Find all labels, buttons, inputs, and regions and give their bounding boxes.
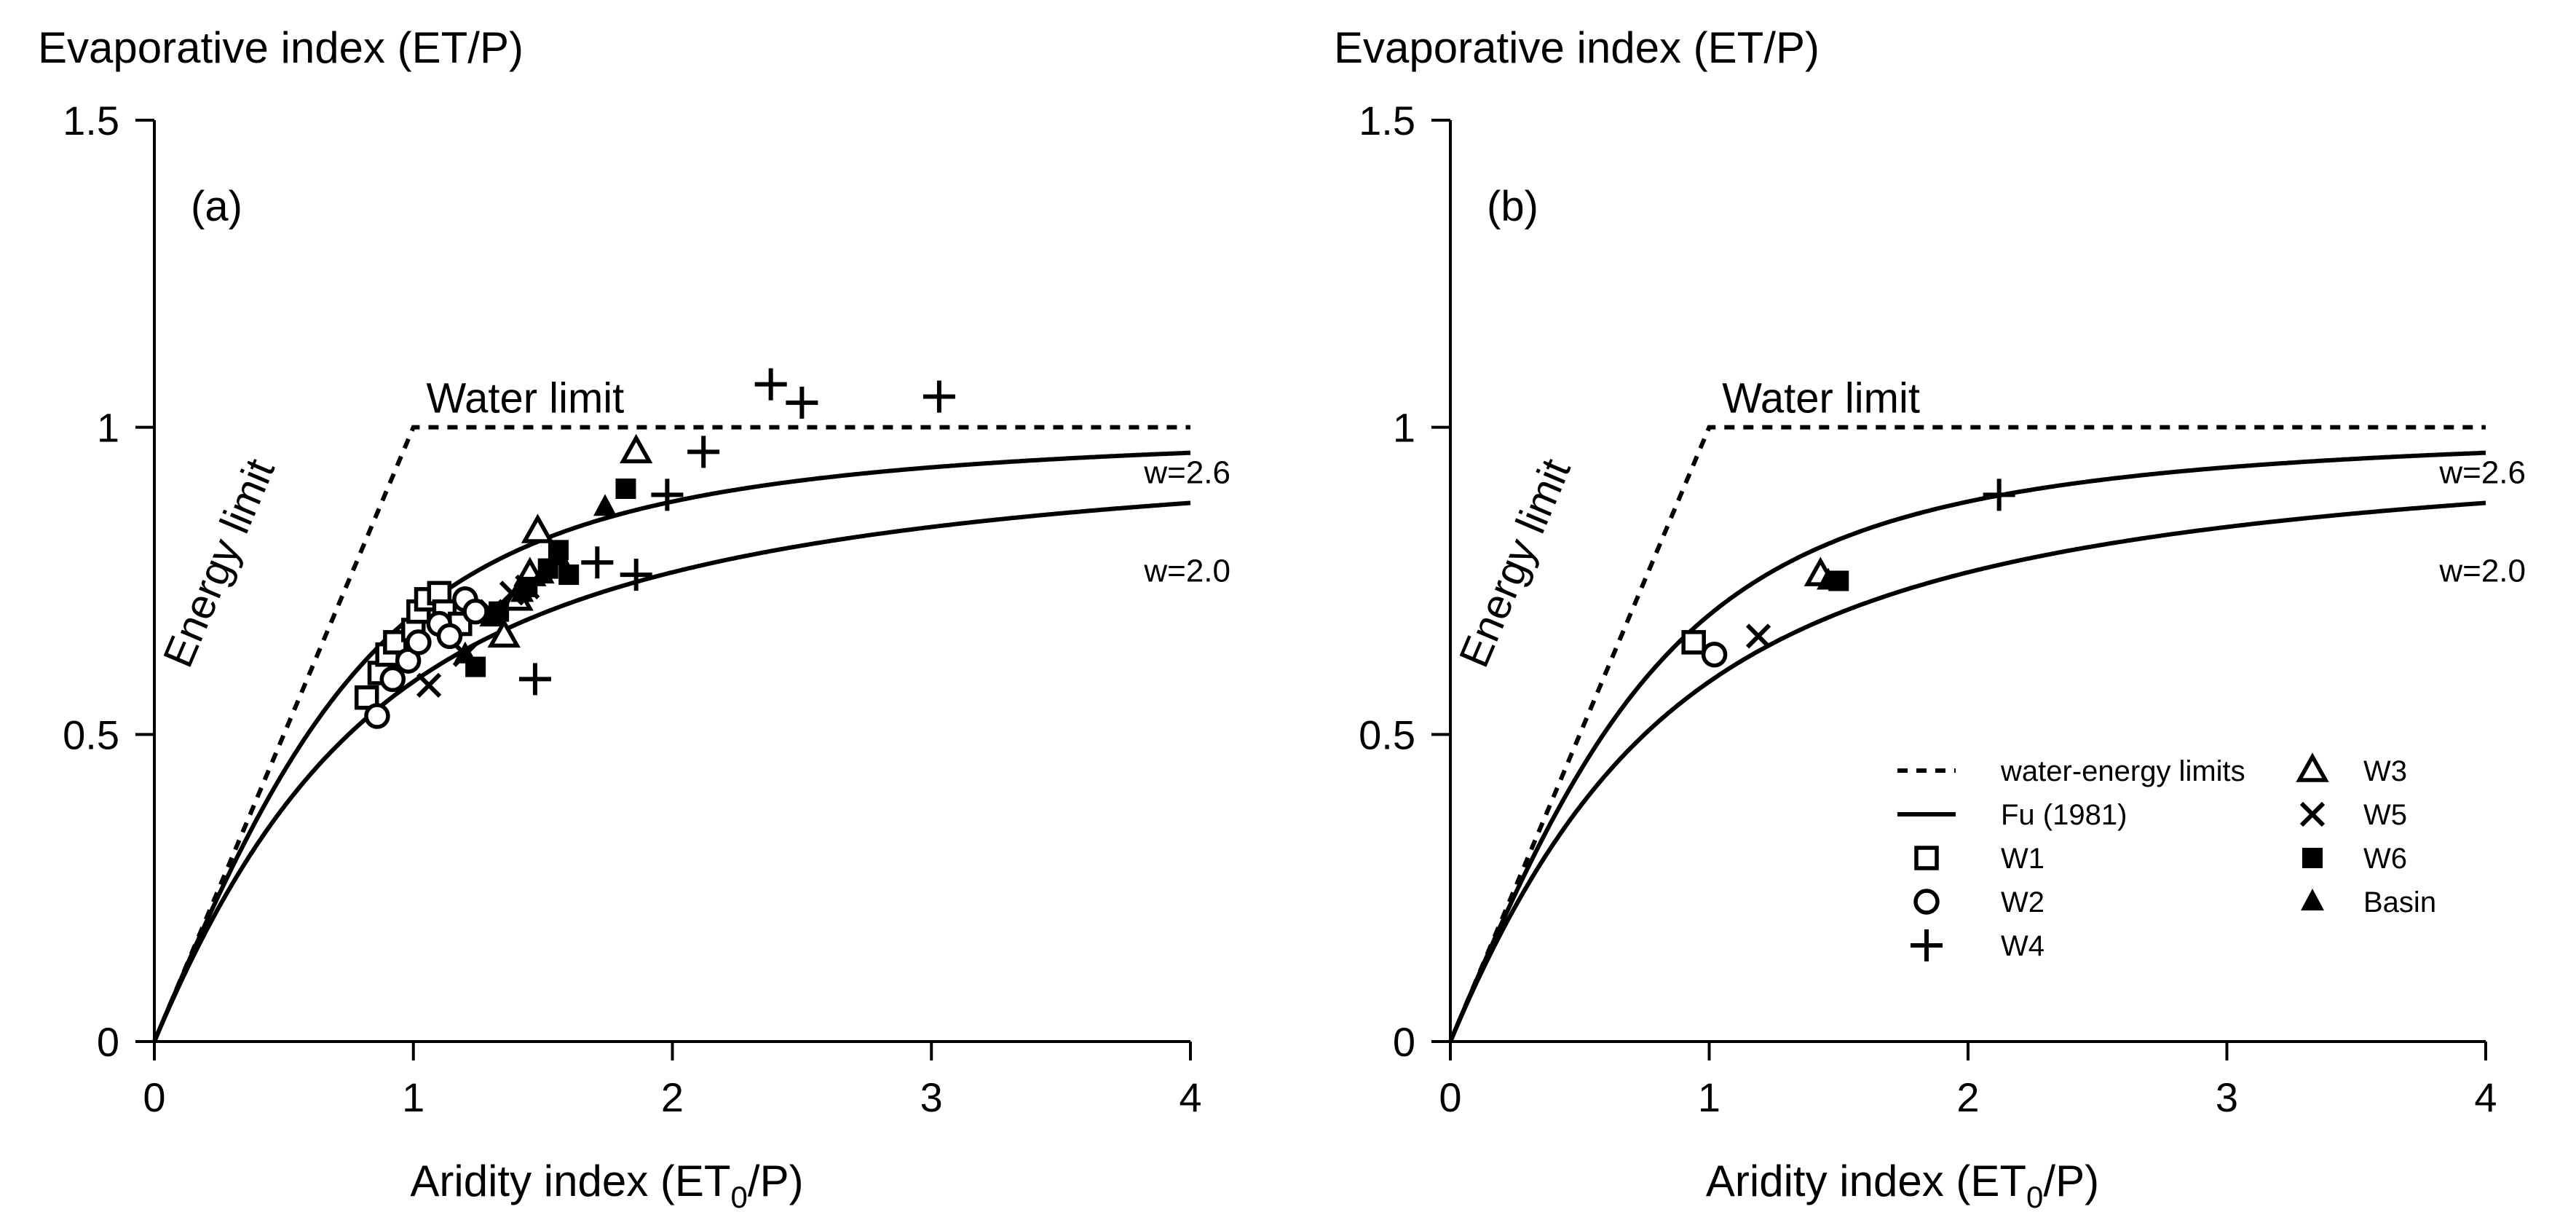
data-point-w3 — [487, 618, 521, 648]
data-point-basin — [531, 562, 555, 584]
y-tick-label: 1.5 — [1359, 98, 1415, 143]
legend-marker-w4 — [1911, 929, 1943, 961]
water-energy-limit-line — [152, 425, 1190, 1043]
legend-label: W4 — [2001, 930, 2044, 962]
data-point-basin — [510, 580, 534, 602]
y-tick-label: 0.5 — [1359, 712, 1415, 757]
legend-label: W6 — [2363, 843, 2407, 875]
data-point-w3 — [521, 513, 555, 543]
x-tick-label: 2 — [661, 1074, 684, 1120]
y-axis-title: Evaporative index (ET/P) — [1334, 23, 1820, 72]
data-point-w5 — [1745, 623, 1771, 649]
x-tick-label: 3 — [2216, 1074, 2238, 1120]
legend-label: W1 — [2001, 843, 2044, 875]
x-tick-label: 1 — [402, 1074, 424, 1120]
legend-marker-w5 — [2299, 801, 2326, 827]
data-point-w5 — [416, 672, 442, 698]
data-point-w4 — [518, 663, 551, 696]
fu-curve-w2 — [152, 500, 1191, 1043]
data-point-basin — [546, 543, 570, 565]
data-point-w4 — [786, 386, 818, 419]
y-tick-label: 1 — [1393, 405, 1415, 451]
energy-limit-label: Energy limit — [154, 452, 284, 674]
data-point-w3 — [619, 433, 653, 464]
legend-label: water-energy limits — [2000, 755, 2245, 787]
data-point-basin — [1817, 567, 1841, 590]
data-point-basin — [479, 605, 503, 627]
data-point-w4 — [581, 546, 614, 579]
data-point-w4 — [651, 479, 684, 511]
legend-label: W2 — [2001, 886, 2044, 918]
legend-marker-basin — [2301, 889, 2324, 910]
fu-curve-w2-6 — [1448, 450, 2486, 1043]
x-tick-label: 2 — [1956, 1074, 1979, 1120]
data-point-w2 — [436, 623, 463, 650]
legend-label: Fu (1981) — [2001, 799, 2127, 831]
x-axis-title: Aridity index (ET0/P) — [1706, 1157, 2099, 1214]
water-limit-label: Water limit — [1722, 375, 1920, 422]
x-tick-label: 0 — [143, 1074, 165, 1120]
x-axis-title: Aridity index (ET0/P) — [410, 1157, 803, 1214]
legend-marker-w3 — [2296, 752, 2329, 782]
data-point-w2 — [379, 666, 406, 693]
x-tick-label: 3 — [920, 1074, 943, 1120]
legend-label: Basin — [2363, 886, 2436, 918]
y-tick-label: 1.5 — [63, 98, 119, 143]
x-tick-label: 4 — [2474, 1074, 2497, 1120]
legend: water-energy limits Fu (1981) W1 W2 W4 W3 W5 W6… — [1897, 752, 2436, 962]
data-point-w6 — [558, 564, 580, 586]
legend-label: W3 — [2363, 755, 2407, 787]
data-point-w4 — [687, 436, 720, 468]
x-tick-label: 1 — [1698, 1074, 1720, 1120]
data-point-w1 — [1681, 630, 1706, 655]
y-tick-label: 1 — [97, 405, 119, 451]
y-tick-label: 0.5 — [63, 712, 119, 757]
curve-label: w=2.0 — [2438, 553, 2526, 589]
y-axis-title: Evaporative index (ET/P) — [38, 23, 524, 72]
data-point-w2 — [1701, 641, 1728, 668]
data-point-w2 — [462, 598, 489, 625]
data-point-w4 — [754, 368, 787, 401]
data-point-w2 — [406, 629, 432, 656]
panel-label: (b) — [1487, 183, 1538, 230]
curve-label: w=2.0 — [1143, 553, 1230, 589]
data-point-w4 — [922, 380, 955, 413]
data-point-w6 — [615, 479, 636, 499]
chart-panel-a: 0 1 2 3 4 0 0.5 1 1.5 Evaporative index (ET/P) Ari… — [38, 23, 1230, 1214]
data-point-w1 — [354, 685, 379, 710]
energy-limit-label: Energy limit — [1450, 452, 1580, 674]
data-point-basin — [453, 641, 477, 664]
x-tick-label: 4 — [1179, 1074, 1201, 1120]
x-axis-title-sub: 0 — [2026, 1180, 2043, 1214]
curve-label: w=2.6 — [1143, 455, 1230, 491]
fu-curve-w2 — [1448, 500, 2486, 1043]
x-tick-label: 0 — [1439, 1074, 1461, 1120]
curve-label: w=2.6 — [2438, 455, 2526, 491]
x-axis-title-main: Aridity index (ET — [1706, 1157, 2026, 1205]
x-axis-title-end: /P) — [2043, 1157, 2099, 1205]
panel-label: (a) — [191, 183, 242, 230]
y-tick-label: 0 — [1393, 1019, 1415, 1065]
legend-label: W5 — [2363, 799, 2407, 831]
data-point-w4 — [1983, 479, 2015, 511]
fu-curve-w2-6 — [152, 450, 1191, 1043]
x-axis-title-main: Aridity index (ET — [410, 1157, 730, 1205]
legend-marker-w2 — [1913, 889, 1940, 915]
data-point-basin — [593, 494, 617, 516]
x-axis-title-sub: 0 — [731, 1180, 748, 1214]
x-axis-title-end: /P) — [748, 1157, 804, 1205]
y-tick-label: 0 — [97, 1019, 119, 1065]
data-point-w4 — [620, 559, 652, 591]
chart-panel-b: 0 1 2 3 4 0 0.5 1 1.5 Evaporative index (ET/P) Ari… — [1334, 23, 2526, 1214]
water-energy-limit-line — [1448, 425, 2486, 1043]
water-limit-label: Water limit — [427, 375, 625, 422]
legend-marker-w6 — [2302, 848, 2323, 868]
legend-marker-w1 — [1914, 846, 1939, 870]
data-point-w2 — [364, 703, 390, 729]
